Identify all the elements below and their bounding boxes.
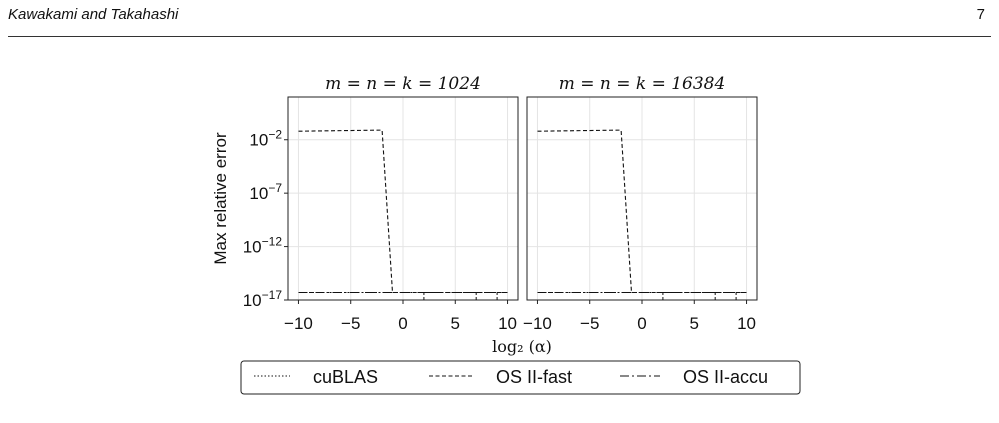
series-line-os-ii-fast <box>537 129 747 294</box>
header-rule <box>8 36 991 37</box>
y-axis-label: Max relative error <box>211 132 230 265</box>
x-tick-label: 5 <box>690 314 699 333</box>
y-tick-label: 10−7 <box>249 181 282 203</box>
running-head-authors: Kawakami and Takahashi <box>8 6 179 23</box>
x-tick-label: −10 <box>284 314 313 333</box>
page-number: 7 <box>976 6 985 23</box>
legend-label: OS II-fast <box>496 367 572 387</box>
series-line-os-ii-fast <box>298 129 508 294</box>
y-tick-label: 10−2 <box>249 128 282 150</box>
x-axis-label: log₂ (α) <box>492 337 552 356</box>
page-header: Kawakami and Takahashi 7 <box>0 0 999 44</box>
x-tick-label: 10 <box>498 314 517 333</box>
legend-box <box>240 360 801 395</box>
x-tick-label: −5 <box>341 314 360 333</box>
y-tick-label: 10−17 <box>243 288 283 310</box>
panel-title: m = n = k = 1024 <box>325 74 481 94</box>
x-tick-label: 0 <box>637 314 646 333</box>
y-tick-label: 10−12 <box>243 235 283 257</box>
x-tick-label: −5 <box>580 314 599 333</box>
panel-title: m = n = k = 16384 <box>559 74 726 94</box>
x-tick-label: 0 <box>398 314 407 333</box>
legend-label: cuBLAS <box>313 367 378 387</box>
x-tick-label: 10 <box>737 314 756 333</box>
legend-label: OS II-accu <box>683 367 768 387</box>
x-tick-label: 5 <box>451 314 460 333</box>
x-tick-label: −10 <box>523 314 552 333</box>
